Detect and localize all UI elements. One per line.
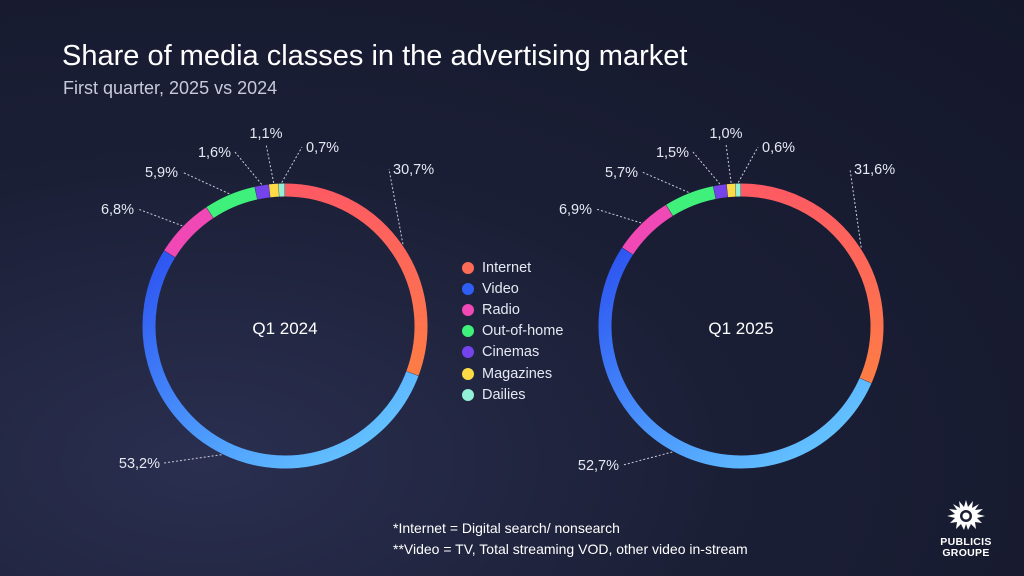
value-label-video: 53,2% [119, 456, 160, 472]
logo-text-line2: GROUPE [942, 547, 990, 559]
donut-segment-internet [284, 183, 428, 376]
value-label-dailies: 0,7% [306, 140, 339, 156]
legend-item-internet: Internet [462, 257, 563, 278]
donut-segment-video [142, 250, 419, 469]
value-label-magazines: 1,1% [249, 126, 282, 142]
leader-line [281, 146, 303, 183]
leader-line [388, 168, 404, 245]
value-label-video: 52,7% [578, 458, 619, 474]
leader-line [692, 151, 721, 185]
legend-item-cinemas: Cinemas [462, 342, 563, 363]
value-label-internet: 31,6% [854, 162, 895, 178]
leader-line [725, 143, 732, 183]
value-label-out-of-home: 5,7% [605, 165, 638, 181]
legend-swatch [462, 346, 474, 359]
donut-center-label: Q1 2025 [708, 319, 773, 338]
legend-item-radio: Radio [462, 299, 563, 320]
leader-line [849, 168, 862, 248]
leader-line [737, 146, 759, 183]
donut-segment-out-of-home [666, 186, 716, 216]
footnote-video: **Video = TV, Total streaming VOD, other… [393, 541, 748, 557]
legend-swatch [462, 388, 474, 401]
chart-subtitle: First quarter, 2025 vs 2024 [63, 78, 278, 98]
legend-label: Magazines [482, 365, 553, 382]
value-label-dailies: 0,6% [762, 140, 795, 156]
legend-swatch [462, 367, 474, 380]
value-label-radio: 6,8% [101, 202, 134, 218]
legend-label: Dailies [482, 386, 526, 403]
legend-label: Internet [482, 259, 532, 276]
legend-item-dailies: Dailies [462, 384, 563, 405]
donut-segment-radio [164, 207, 214, 258]
legend-swatch [462, 303, 474, 316]
leader-line [622, 451, 673, 466]
legend-swatch [462, 325, 474, 338]
legend-swatch [462, 261, 474, 274]
donut-center-label: Q1 2024 [252, 319, 317, 338]
donut-segment-magazines [726, 183, 736, 198]
footnote-internet: *Internet = Digital search/ nonsearch [393, 520, 620, 536]
legend-label: Radio [482, 301, 520, 318]
legend-label: Video [482, 280, 519, 297]
value-label-out-of-home: 5,9% [145, 165, 178, 181]
value-label-radio: 6,9% [559, 202, 592, 218]
publicis-groupe-logo: PUBLICIS GROUPE [930, 498, 1002, 559]
donut-segment-radio [622, 204, 673, 255]
chart-title: Share of media classes in the advertisin… [62, 40, 688, 72]
legend-swatch [462, 282, 474, 295]
legend-item-magazines: Magazines [462, 363, 563, 384]
leader-line [595, 208, 642, 224]
value-label-internet: 30,7% [393, 162, 434, 178]
leader-line [137, 208, 183, 227]
value-label-cinemas: 1,6% [198, 145, 231, 161]
leader-line [163, 454, 222, 464]
donut-segment-magazines [268, 183, 280, 198]
publicis-lion-icon [947, 500, 985, 530]
legend-label: Out-of-home [482, 323, 564, 340]
donut-chart-1: Q1 2024 30,7% 53,2% 6,8% 5,9% 1,6% 1,1% 0,7% [101, 126, 434, 472]
donut-segment-video [598, 247, 872, 469]
donut-segment-cinemas [254, 184, 271, 200]
value-label-magazines: 1,0% [709, 126, 742, 142]
leader-line [265, 143, 275, 183]
legend: Internet Video Radio Out-of-home Cinemas Maga… [462, 257, 563, 405]
donut-chart-2: Q1 2025 31,6% 52,7% 6,9% 5,7% 1,5% 1,0% 0,6% [559, 126, 895, 474]
donut-segment-internet [740, 183, 884, 384]
leader-line [641, 171, 689, 193]
donut-segment-cinemas [713, 184, 728, 199]
leader-line [234, 151, 263, 185]
value-label-cinemas: 1,5% [656, 145, 689, 161]
logo-text-line1: PUBLICIS [940, 536, 992, 548]
legend-label: Cinemas [482, 344, 540, 361]
donut-segment-out-of-home [206, 186, 258, 219]
legend-item-out-of-home: Out-of-home [462, 321, 563, 342]
legend-item-video: Video [462, 278, 563, 299]
leader-line [181, 171, 230, 195]
